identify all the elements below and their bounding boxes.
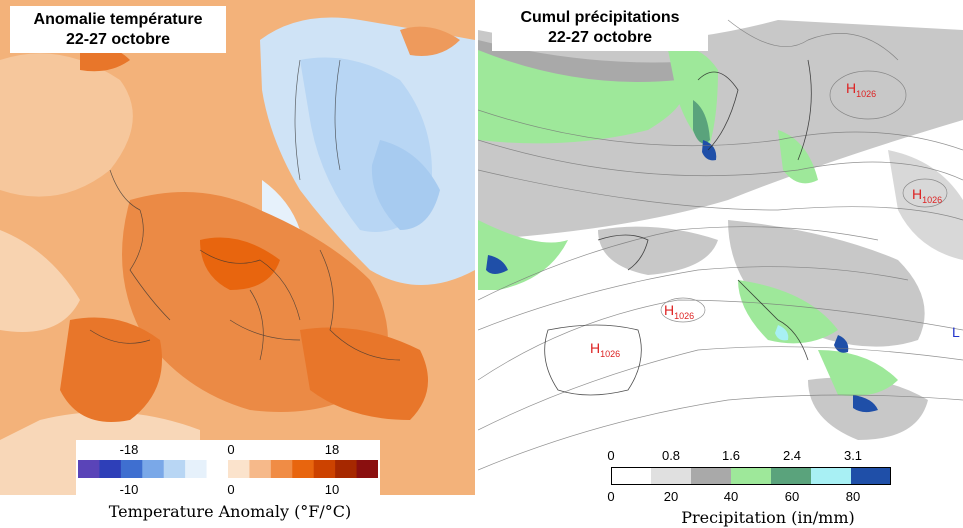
temperature-colorbar-swatch bbox=[99, 460, 122, 478]
temperature-colorbar-swatch bbox=[313, 460, 336, 478]
precipitation-colorbar-swatch bbox=[851, 467, 891, 485]
precip-legend-top-tick-1: 0 bbox=[607, 448, 615, 463]
pressure-center-letter: H bbox=[664, 302, 675, 318]
temperature-map-title: Anomalie température 22-27 octobre bbox=[10, 6, 226, 53]
precipitation-colorbar-swatch bbox=[811, 467, 852, 485]
precipitation-colorbar-swatch bbox=[771, 467, 812, 485]
pressure-center-letter: H bbox=[590, 340, 601, 356]
precipitation-map-graphic bbox=[478, 0, 963, 495]
precip-legend-bottom-tick-4: 60 bbox=[784, 489, 800, 504]
temperature-colorbar-swatch bbox=[185, 460, 208, 478]
pressure-center-value: 1026 bbox=[600, 348, 621, 359]
precipitation-colorbar-swatch bbox=[651, 467, 692, 485]
temperature-colorbar-swatch bbox=[206, 460, 229, 478]
pressure-center-letter: H bbox=[846, 80, 857, 96]
temperature-colorbar-swatch bbox=[163, 460, 186, 478]
temp-legend-top-tick-2: 0 bbox=[227, 442, 235, 457]
temp-legend-top-tick-3: 18 bbox=[324, 442, 340, 457]
pressure-center-value: 1026 bbox=[856, 88, 877, 99]
precipitation-title-line1: Cumul précipitations bbox=[520, 9, 680, 26]
precipitation-title-line2: 22-27 octobre bbox=[547, 29, 653, 46]
precip-legend-top-tick-5: 3.1 bbox=[843, 448, 863, 463]
precip-legend-top-tick-2: 0.8 bbox=[661, 448, 681, 463]
precipitation-map-title: Cumul précipitations 22-27 octobre bbox=[492, 4, 708, 51]
temperature-colorbar-swatch bbox=[335, 460, 358, 478]
precip-legend-bottom-tick-1: 0 bbox=[607, 489, 615, 504]
pressure-center-letter: H bbox=[912, 186, 923, 202]
pressure-center-high: H1026 bbox=[846, 80, 876, 99]
precipitation-legend: 0 0.8 1.6 2.4 3.1 0 20 40 60 80 bbox=[607, 448, 893, 504]
precip-legend-top-tick-4: 2.4 bbox=[782, 448, 802, 463]
temperature-colorbar-swatch bbox=[78, 460, 100, 478]
temperature-colorbar-swatch bbox=[228, 460, 250, 478]
temperature-legend-caption: Temperature Anomaly (°F/°C) bbox=[108, 502, 352, 521]
precip-legend-bottom-tick-2: 20 bbox=[663, 489, 679, 504]
temperature-map-graphic bbox=[0, 0, 475, 495]
precipitation-colorbar-swatch bbox=[731, 467, 772, 485]
precipitation-colorbar-swatch bbox=[691, 467, 732, 485]
precipitation-legend-caption: Precipitation (in/mm) bbox=[681, 508, 855, 527]
precip-legend-top-tick-3: 1.6 bbox=[721, 448, 741, 463]
temperature-title-line2: 22-27 octobre bbox=[65, 31, 171, 48]
temperature-colorbar-swatch bbox=[120, 460, 143, 478]
temp-legend-bottom-tick-1: -10 bbox=[119, 482, 139, 497]
temp-legend-top-tick-1: -18 bbox=[119, 442, 139, 457]
precipitation-colorbar-border bbox=[611, 467, 891, 485]
precip-legend-bottom-tick-3: 40 bbox=[723, 489, 739, 504]
precipitation-map bbox=[478, 0, 963, 495]
pressure-center-high: H1026 bbox=[664, 302, 694, 321]
precipitation-colorbar bbox=[611, 467, 891, 485]
pressure-center-value: 1026 bbox=[922, 194, 943, 205]
temp-legend-bottom-tick-3: 10 bbox=[324, 482, 340, 497]
temperature-colorbar bbox=[78, 460, 378, 478]
temp-legend-bottom-tick-2: 0 bbox=[227, 482, 235, 497]
pressure-center-value: 1026 bbox=[674, 310, 695, 321]
pressure-center-low: L bbox=[952, 324, 960, 340]
precipitation-colorbar-swatch bbox=[611, 467, 652, 485]
temperature-anomaly-map bbox=[0, 0, 475, 495]
precip-legend-bottom-tick-5: 80 bbox=[845, 489, 861, 504]
temperature-colorbar-swatch bbox=[142, 460, 165, 478]
pressure-center-high: H1026 bbox=[590, 340, 620, 359]
temperature-colorbar-swatch bbox=[249, 460, 272, 478]
temperature-title-line1: Anomalie température bbox=[33, 11, 203, 28]
temperature-colorbar-swatch bbox=[270, 460, 293, 478]
temperature-colorbar-swatch bbox=[292, 460, 315, 478]
temperature-legend: -18 0 18 -10 0 10 bbox=[76, 440, 380, 497]
pressure-center-high: H1026 bbox=[912, 186, 942, 205]
pressure-center-letter: L bbox=[952, 324, 960, 340]
temperature-colorbar-swatch bbox=[356, 460, 378, 478]
